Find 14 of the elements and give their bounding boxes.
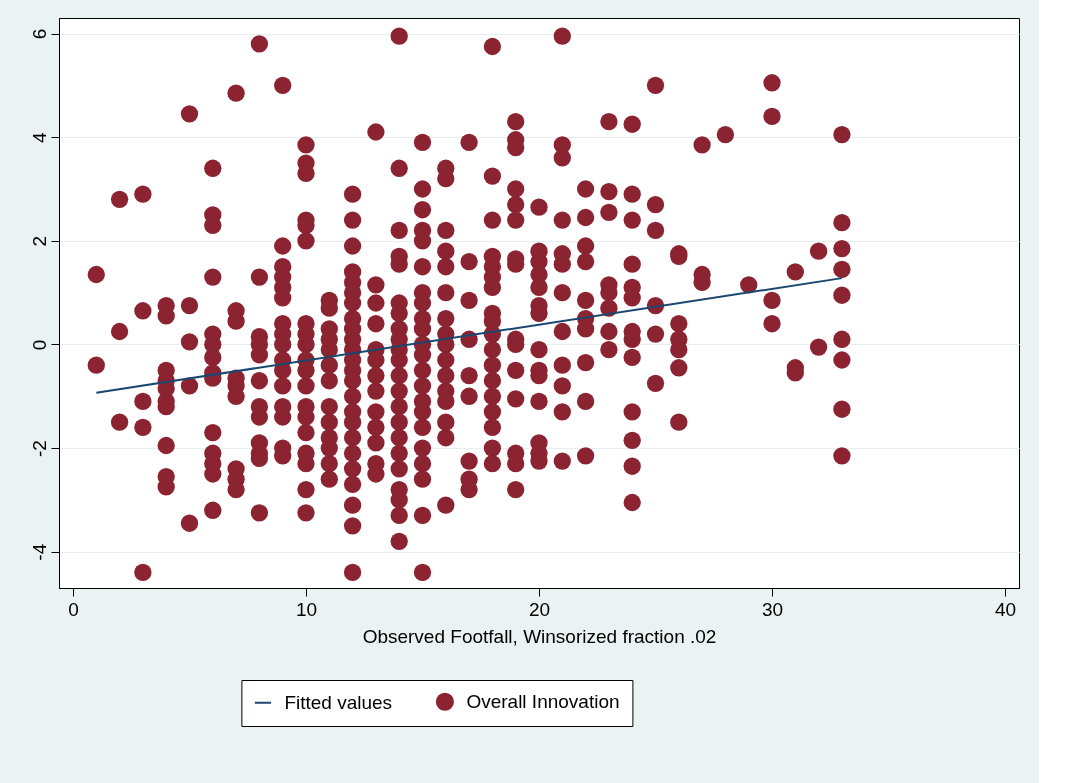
y-tick-label: -4 <box>28 543 50 561</box>
y-tick-label: 6 <box>28 28 50 40</box>
y-tick-label: 4 <box>28 131 50 143</box>
x-axis-title: Observed Footfall, Winsorized fraction .02 <box>362 625 717 647</box>
x-tick-label: 0 <box>68 598 79 620</box>
y-tick-label: 0 <box>28 339 50 351</box>
x-tick-label: 20 <box>528 598 551 620</box>
y-tick-label: -2 <box>28 440 50 458</box>
x-tick-label: 10 <box>295 598 318 620</box>
legend-label: Fitted values <box>284 691 393 713</box>
x-tick-label: 30 <box>761 598 784 620</box>
legend-label: Overall Innovation <box>466 690 620 712</box>
x-tick-label: 40 <box>994 598 1017 620</box>
y-tick-label: 2 <box>28 236 50 247</box>
